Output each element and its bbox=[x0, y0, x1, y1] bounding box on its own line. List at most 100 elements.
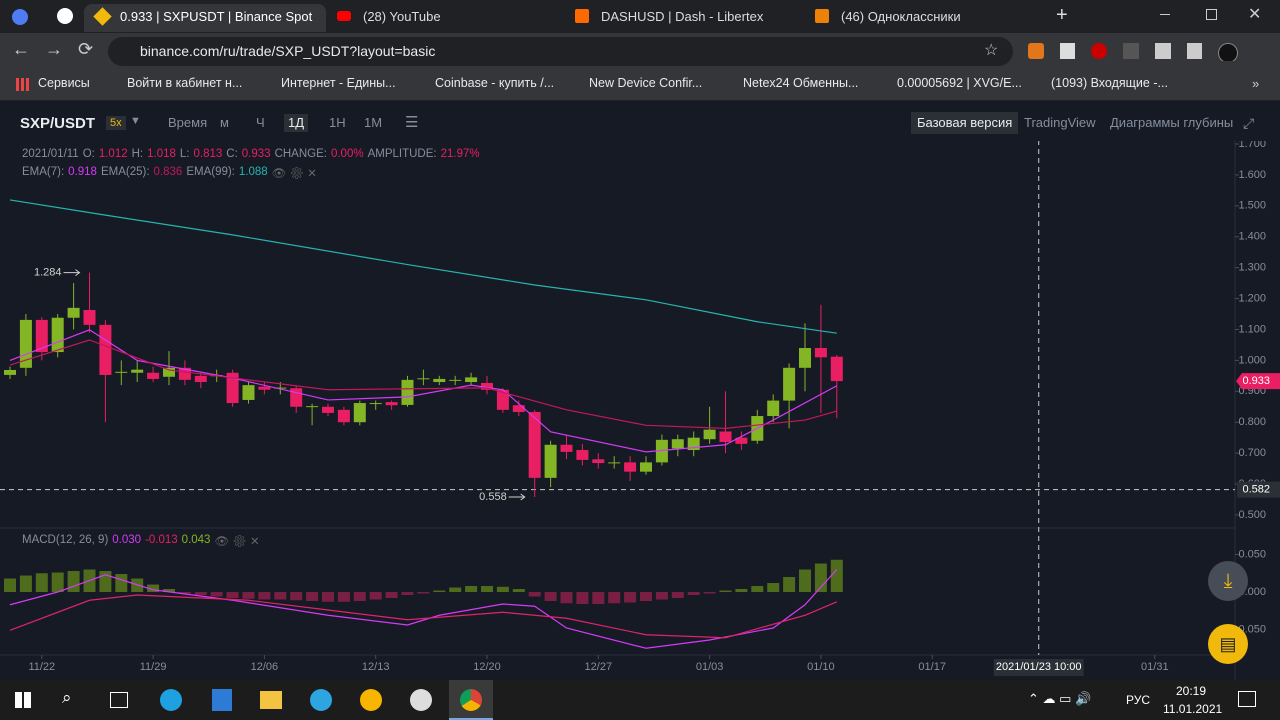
clock-time[interactable]: 20:19 bbox=[1176, 684, 1207, 698]
info-value: 0.00% bbox=[330, 148, 364, 160]
bookmark[interactable]: Войти в кабинет н... bbox=[127, 76, 243, 90]
macd-bar bbox=[767, 583, 780, 593]
ema-line bbox=[9, 339, 837, 429]
tab-icon[interactable] bbox=[12, 9, 28, 25]
omnibox[interactable]: binance.com/ru/trade/SXP_USDT?layout=bas… bbox=[108, 37, 1013, 66]
fullscreen[interactable]: ⤢ bbox=[1243, 115, 1255, 131]
app[interactable] bbox=[410, 689, 432, 711]
ema-info: EMA(7): 0.918 EMA(25): 0.836 EMA(99): 1.088 👁 … bbox=[22, 166, 317, 180]
macd-bar bbox=[194, 592, 207, 596]
maximize[interactable] bbox=[1206, 9, 1217, 20]
x-tick-label: 01/17 bbox=[918, 661, 946, 673]
bookmark[interactable]: New Device Confir... bbox=[589, 76, 703, 90]
bookmark[interactable]: 0.00005692 | XVG/E... bbox=[897, 76, 1022, 90]
y-tick-label: 0.800 bbox=[1238, 416, 1266, 428]
favicon bbox=[575, 9, 589, 23]
task-view[interactable] bbox=[110, 692, 128, 708]
tab[interactable]: 0.933 | SXPUSDT | Binance Spot bbox=[84, 4, 326, 32]
new-tab[interactable]: + bbox=[1056, 4, 1068, 26]
more[interactable]: » bbox=[1252, 76, 1260, 91]
ema-label: EMA(99): bbox=[186, 166, 235, 178]
interval[interactable]: 1М bbox=[364, 115, 383, 130]
info-label: C: bbox=[226, 148, 238, 160]
candle-body bbox=[783, 367, 796, 401]
candle-body bbox=[83, 310, 96, 325]
bookmark[interactable]: Сервисы bbox=[38, 76, 90, 90]
macd-bar bbox=[496, 586, 509, 593]
y-tick-label: 1.400 bbox=[1238, 231, 1266, 243]
interval-active[interactable]: 1Д bbox=[284, 114, 309, 132]
candle-body bbox=[306, 406, 319, 408]
view-tab-active[interactable]: Базовая версия bbox=[911, 112, 1019, 134]
app[interactable] bbox=[160, 689, 182, 711]
symbol[interactable]: SXP/USDT bbox=[20, 115, 96, 132]
candle-body bbox=[830, 356, 843, 382]
candle-body bbox=[353, 403, 366, 423]
info-label: O: bbox=[82, 148, 95, 160]
bookmarks-bar: » bbox=[0, 70, 1280, 101]
info-label: H: bbox=[131, 148, 144, 160]
interval[interactable]: Время bbox=[168, 115, 208, 130]
ohlc-info: 2021/01/11 O: 1.012 H: 1.018 L: 0.813 C: 0.933 CH… bbox=[22, 148, 480, 160]
interval[interactable]: 1Н bbox=[329, 115, 346, 130]
tab[interactable]: (46) Одноклассники bbox=[841, 9, 961, 24]
bookmark[interactable]: (1093) Входящие -... bbox=[1051, 76, 1168, 90]
y-tick-label: 1.000 bbox=[1238, 354, 1266, 366]
macd-bar bbox=[290, 592, 303, 601]
annotation: 1.284 bbox=[34, 267, 62, 279]
clock-date[interactable]: 11.01.2021 bbox=[1163, 702, 1223, 716]
bookmark[interactable]: Netex24 Обменны... bbox=[743, 76, 859, 90]
view-tab[interactable]: Диаграммы глубины bbox=[1110, 115, 1234, 130]
search[interactable]: ⌕ bbox=[62, 688, 72, 707]
tab[interactable]: DASHUSD | Dash - Libertex bbox=[601, 9, 764, 24]
app[interactable] bbox=[212, 689, 232, 711]
macd-bar bbox=[274, 592, 287, 600]
tab[interactable]: (28) YouTube bbox=[363, 9, 441, 24]
leverage[interactable]: 5x bbox=[106, 116, 126, 130]
close[interactable]: ✕ bbox=[1248, 6, 1262, 23]
macd-bar bbox=[783, 577, 796, 593]
app[interactable] bbox=[310, 689, 332, 711]
macd-bar bbox=[465, 586, 478, 593]
app[interactable] bbox=[260, 691, 282, 709]
macd-bar bbox=[544, 592, 557, 602]
candle-body bbox=[767, 400, 780, 417]
app[interactable] bbox=[360, 689, 382, 711]
star[interactable]: ☆ bbox=[984, 42, 999, 59]
macd-bar bbox=[242, 592, 255, 599]
notifications[interactable] bbox=[1238, 691, 1256, 707]
ema-icons[interactable]: 👁 ⚙ ✕ bbox=[271, 168, 317, 180]
bookmark[interactable]: Интернет - Едины... bbox=[281, 76, 396, 90]
y2-tick-label: 0.050 bbox=[1238, 623, 1266, 635]
candle-body bbox=[401, 379, 414, 405]
dropdown[interactable]: ▼ bbox=[130, 115, 141, 127]
interval[interactable]: м bbox=[220, 115, 229, 130]
macd-icons[interactable]: 👁 ⚙ ✕ bbox=[214, 536, 260, 548]
candle-body bbox=[194, 375, 207, 383]
macd-bar bbox=[624, 592, 637, 603]
candle-body bbox=[35, 319, 48, 353]
macd-bar bbox=[735, 589, 748, 593]
x-tick-label: 01/03 bbox=[696, 661, 724, 673]
bookmark[interactable]: Coinbase - купить /... bbox=[435, 76, 555, 90]
tray-icons[interactable]: ⌃ ☁ ▭ 🔊 bbox=[1028, 691, 1092, 706]
tab-icon[interactable] bbox=[57, 8, 73, 24]
interval[interactable]: Ч bbox=[256, 115, 265, 130]
candle-body bbox=[385, 402, 398, 406]
ema-label: EMA(25): bbox=[100, 166, 150, 178]
nav-buttons[interactable]: ← → ⟳ bbox=[12, 39, 94, 59]
view-tab[interactable]: TradingView bbox=[1024, 115, 1096, 130]
start[interactable] bbox=[15, 692, 31, 708]
language[interactable]: РУС bbox=[1126, 693, 1151, 707]
settings-icon[interactable]: ☰ bbox=[405, 114, 419, 131]
candle-body bbox=[592, 459, 605, 464]
chart-bg bbox=[0, 100, 1280, 680]
app-active[interactable] bbox=[449, 680, 493, 720]
ema-value: 1.088 bbox=[238, 166, 268, 178]
minimize[interactable] bbox=[1160, 14, 1170, 15]
download-button[interactable]: ⤓ bbox=[1208, 561, 1248, 601]
candle-body bbox=[274, 387, 287, 389]
y-tick-label: 1.100 bbox=[1238, 323, 1266, 335]
macd-bar bbox=[751, 586, 764, 593]
chat-button[interactable]: ▤ bbox=[1208, 624, 1248, 664]
